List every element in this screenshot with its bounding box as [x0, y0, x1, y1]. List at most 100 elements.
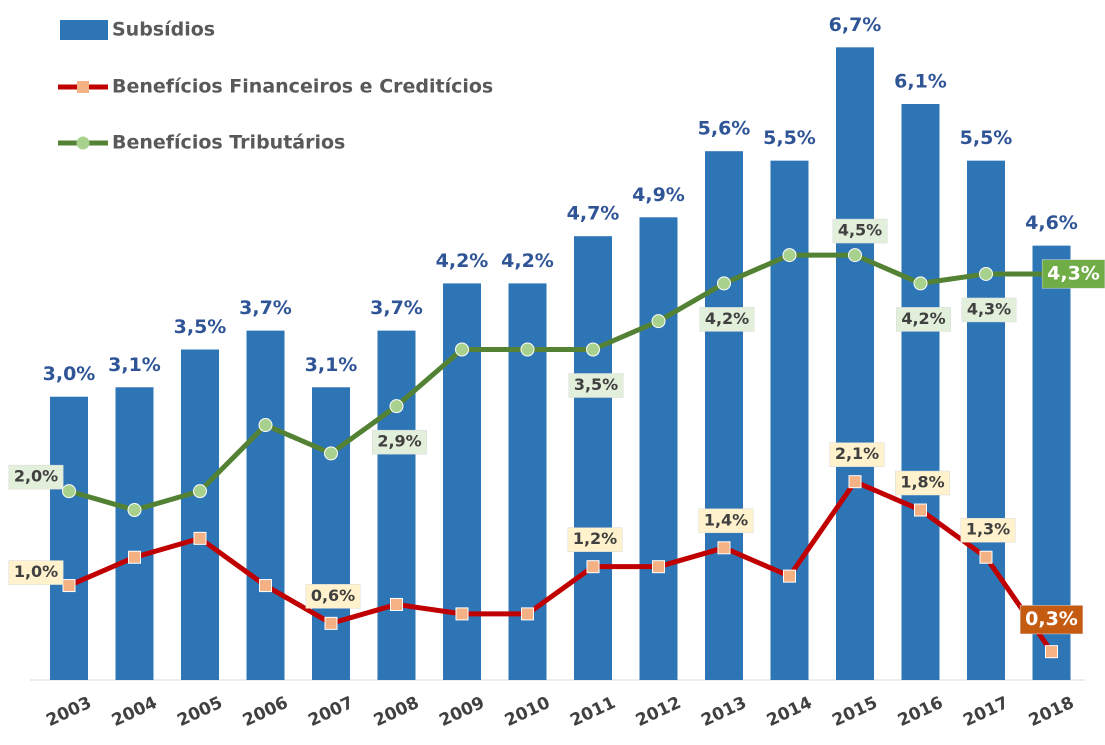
- bar: [115, 387, 154, 680]
- marker: [717, 541, 731, 555]
- data-label: 1,3%: [966, 520, 1010, 539]
- marker: [62, 484, 76, 499]
- data-label-box: [8, 560, 64, 585]
- x-tick-label: 2003: [43, 693, 94, 731]
- data-label-box: [568, 373, 624, 398]
- marker: [193, 484, 207, 499]
- x-tick-label: 2017: [960, 693, 1011, 731]
- x-tick-label: 2015: [829, 693, 880, 731]
- data-label-box: [832, 218, 888, 244]
- bar: [50, 396, 88, 680]
- x-tick-label: 2011: [567, 693, 618, 731]
- bar: [181, 349, 219, 680]
- legend-label: Subsídios: [112, 19, 215, 41]
- bar-label: 5,6%: [698, 118, 751, 140]
- legend-marker: [77, 81, 89, 93]
- x-tick-label: 2014: [764, 693, 815, 731]
- data-label-box: [895, 470, 950, 496]
- x-tick-label: 2009: [436, 693, 487, 731]
- bar-label: 6,7%: [829, 14, 882, 36]
- bar: [836, 47, 874, 681]
- x-tick-label: 2013: [698, 693, 749, 731]
- bar-label: 3,1%: [108, 354, 161, 376]
- marker: [324, 446, 338, 461]
- legend-swatch: [60, 20, 108, 40]
- marker: [193, 531, 207, 545]
- x-tick-label: 2006: [240, 693, 291, 731]
- x-tick-label: 2004: [109, 693, 160, 731]
- bar-label: 4,9%: [632, 184, 685, 206]
- data-label: 2,9%: [377, 432, 421, 451]
- marker: [586, 342, 600, 357]
- data-label: 1,0%: [14, 562, 58, 581]
- legend-label: Benefícios Tributários: [112, 132, 345, 154]
- data-label-box: [698, 508, 754, 534]
- line: [68, 252, 1052, 513]
- bar: [705, 151, 743, 680]
- bar: [967, 160, 1005, 681]
- bar: [246, 330, 285, 680]
- marker: [62, 579, 76, 593]
- data-label: 4,3%: [1047, 262, 1100, 284]
- data-label-box: [8, 464, 64, 490]
- data-label-box: [699, 307, 755, 332]
- data-label: 0,3%: [1025, 608, 1078, 630]
- legend-label: Benefícios Financeiros e Creditícios: [112, 76, 493, 98]
- data-label-box: [829, 442, 885, 467]
- data-label-box: [1019, 605, 1084, 635]
- marker: [914, 503, 927, 517]
- data-label-box: [896, 307, 951, 332]
- data-label: 0,6%: [311, 586, 355, 605]
- bar: [770, 160, 809, 681]
- marker: [783, 569, 796, 583]
- data-label-box: [305, 584, 361, 609]
- data-label-box: [960, 517, 1016, 543]
- marker: [455, 342, 469, 357]
- bar: [574, 236, 612, 680]
- marker: [521, 607, 534, 621]
- marker: [586, 560, 600, 574]
- marker: [848, 248, 862, 263]
- marker: [782, 248, 797, 263]
- marker: [455, 607, 469, 621]
- bar-label: 3,7%: [370, 297, 423, 319]
- bar-label: 3,7%: [239, 297, 292, 319]
- marker: [979, 550, 993, 564]
- marker: [128, 550, 141, 564]
- x-tick-label: 2005: [174, 693, 225, 731]
- data-label: 4,3%: [967, 299, 1011, 318]
- x-tick-label: 2007: [305, 693, 356, 731]
- x-tick-label: 2016: [895, 693, 946, 731]
- data-label: 1,8%: [900, 473, 944, 492]
- bar-label: 4,6%: [1025, 212, 1078, 234]
- bar: [377, 330, 416, 680]
- x-tick-label: 2012: [633, 693, 684, 731]
- marker: [258, 418, 273, 433]
- marker: [127, 503, 142, 518]
- marker: [717, 276, 731, 291]
- x-tick-label: 2018: [1026, 693, 1077, 731]
- bar-label: 4,7%: [567, 203, 620, 225]
- bar-label: 3,1%: [305, 354, 358, 376]
- line: [68, 479, 1054, 654]
- bar-label: 3,5%: [174, 316, 227, 338]
- marker: [1045, 645, 1058, 659]
- marker: [651, 314, 666, 329]
- data-label-box: [961, 297, 1017, 323]
- data-label-box: [372, 429, 427, 455]
- x-tick-label: 2008: [371, 693, 422, 731]
- bar: [639, 217, 678, 681]
- bar: [312, 387, 350, 680]
- marker: [520, 342, 535, 357]
- data-label: 1,2%: [573, 529, 617, 548]
- data-label-box: [567, 527, 623, 552]
- data-label: 2,1%: [835, 444, 879, 463]
- marker: [389, 399, 404, 414]
- marker: [848, 475, 862, 489]
- data-label: 1,4%: [704, 510, 748, 529]
- marker: [259, 579, 272, 593]
- marker: [652, 560, 665, 574]
- data-label: 4,2%: [705, 309, 749, 328]
- x-tick-label: 2010: [502, 693, 553, 731]
